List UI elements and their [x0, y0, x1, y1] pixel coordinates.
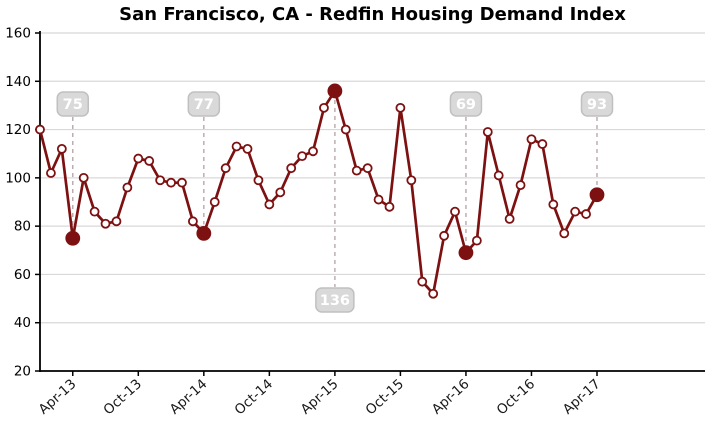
x-axis-ticks: Apr-13 Oct-13 Apr-14 Oct-14 Apr-15 Oct-15 Apr-… — [36, 371, 604, 418]
data-point — [395, 102, 406, 113]
data-point — [56, 143, 67, 154]
x-axis-label: Oct-15 — [363, 376, 407, 418]
data-point — [188, 216, 198, 227]
data-point — [482, 127, 493, 137]
data-point — [471, 235, 482, 246]
callout-value-69: 69 — [456, 97, 476, 113]
y-axis-label: 60 — [14, 267, 31, 283]
data-point — [111, 216, 122, 227]
highlight-point-Apr-14 — [196, 225, 212, 241]
data-point — [559, 228, 570, 239]
data-point — [46, 168, 56, 178]
data-point — [78, 172, 89, 183]
data-point — [100, 218, 111, 229]
callout-value-136: 136 — [320, 293, 350, 309]
data-point — [166, 177, 176, 188]
x-axis-label: Oct-13 — [101, 376, 145, 418]
data-point — [548, 199, 559, 210]
data-point — [373, 194, 384, 205]
data-point — [581, 209, 591, 219]
highlight-point-Apr-13 — [65, 230, 81, 246]
data-point — [242, 143, 253, 154]
callout-box-69 — [449, 91, 483, 117]
highlight-point-Apr-17 — [589, 187, 605, 203]
data-point — [308, 146, 318, 157]
data-point — [351, 165, 362, 176]
data-point — [493, 170, 504, 181]
x-axis-label: Apr-13 — [36, 376, 80, 418]
data-point — [144, 156, 155, 166]
x-axis-label: Apr-16 — [429, 376, 473, 418]
data-point — [155, 175, 166, 186]
data-point — [340, 124, 351, 135]
callout-box-77 — [187, 91, 221, 117]
demand-index-line — [38, 89, 599, 296]
callout-box-136 — [315, 287, 355, 313]
data-point — [122, 182, 133, 193]
y-axis-label: 20 — [14, 364, 31, 380]
data-point — [504, 213, 515, 224]
data-point — [286, 163, 297, 174]
data-point — [297, 151, 308, 162]
data-point — [417, 276, 428, 287]
data-point — [526, 134, 537, 145]
y-axis-label: 40 — [14, 315, 31, 331]
data-point — [570, 206, 581, 217]
y-axis-label: 80 — [14, 219, 31, 235]
highlight-point-Apr-15 — [327, 83, 343, 99]
data-point — [231, 141, 242, 152]
callout-labels: 75 77 136 69 93 — [56, 91, 614, 313]
y-axis-label: 160 — [5, 26, 31, 42]
callout-value-75: 75 — [63, 97, 83, 113]
data-point — [537, 139, 548, 149]
data-point — [450, 206, 460, 217]
y-axis-label: 120 — [5, 122, 31, 138]
callout-box-93 — [580, 91, 614, 117]
data-point — [177, 177, 187, 188]
data-point — [133, 153, 144, 164]
highlight-point-Apr-16 — [458, 245, 474, 261]
x-axis-label: Apr-15 — [298, 376, 342, 418]
x-axis-label: Oct-14 — [232, 376, 276, 418]
axes — [39, 31, 705, 372]
y-axis-label: 100 — [5, 170, 31, 186]
gridlines — [40, 32, 705, 372]
x-axis-label: Oct-16 — [494, 376, 538, 418]
data-point — [275, 187, 286, 198]
data-points — [35, 83, 605, 299]
data-point — [428, 288, 439, 299]
x-axis-label: Apr-17 — [560, 376, 604, 418]
data-point — [220, 163, 231, 174]
data-point — [439, 230, 449, 241]
y-axis-label: 140 — [5, 74, 31, 90]
data-point — [264, 199, 275, 210]
line-series — [38, 89, 599, 296]
callout-value-77: 77 — [194, 97, 214, 113]
callout-lines — [72, 99, 598, 287]
data-point — [515, 180, 526, 191]
callout-box-75 — [56, 91, 90, 117]
data-point — [384, 201, 395, 212]
data-point — [362, 163, 373, 174]
callout-value-93: 93 — [587, 97, 607, 113]
x-axis-label: Apr-14 — [167, 376, 211, 418]
data-point — [253, 175, 264, 186]
data-point — [319, 102, 329, 113]
data-point — [89, 206, 100, 217]
data-point — [209, 197, 220, 207]
chart-title: San Francisco, CA - Redfin Housing Deman… — [119, 4, 626, 25]
y-axis-ticks: 20 40 60 80 100 120 140 160 — [5, 26, 40, 380]
data-point — [35, 124, 45, 135]
data-point — [406, 175, 417, 186]
